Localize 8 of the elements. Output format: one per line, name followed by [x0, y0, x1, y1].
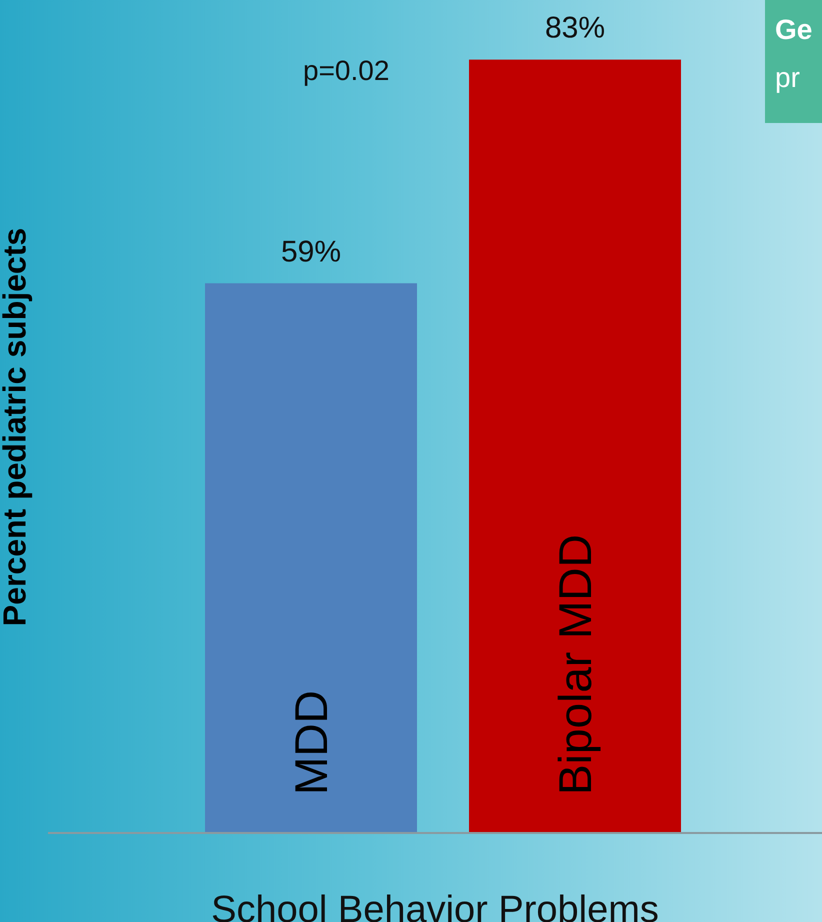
y-axis-title: Percent pediatric subjects [0, 228, 32, 626]
annotation: p=0.02 [303, 55, 390, 87]
x-tick-label: MDD [285, 690, 337, 795]
annotation: pr [775, 61, 801, 95]
x-tick-label: Bipolar MDD [549, 534, 601, 795]
data-label: 59% [280, 235, 342, 268]
text-box: Ge pr [765, 0, 822, 123]
data-label: 83% [544, 12, 606, 45]
